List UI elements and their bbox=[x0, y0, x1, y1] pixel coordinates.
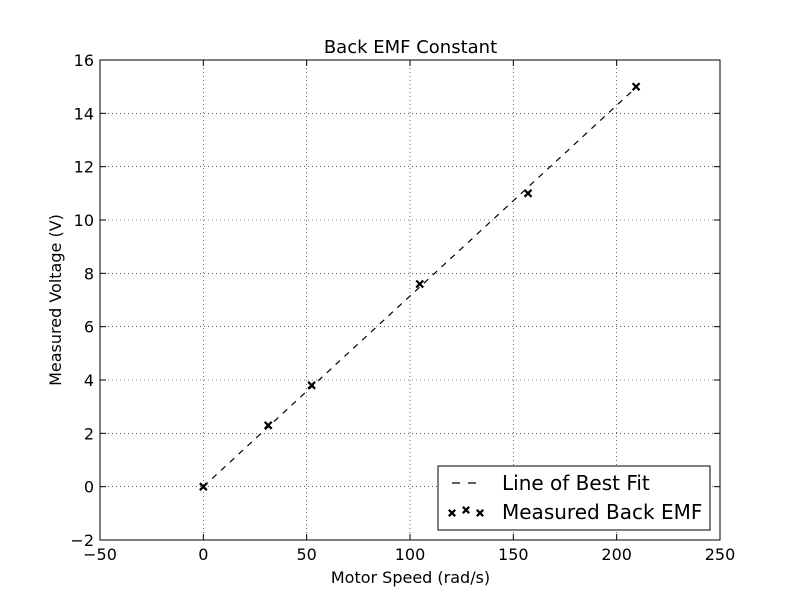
marker-stroke bbox=[462, 506, 470, 514]
x-tick-label: 0 bbox=[198, 545, 208, 564]
y-tick-label: −2 bbox=[70, 531, 94, 550]
legend-entry: Measured Back EMF bbox=[448, 500, 702, 524]
y-tick-label: 0 bbox=[84, 478, 94, 497]
legend-box bbox=[437, 465, 711, 531]
data-point bbox=[415, 279, 424, 289]
plot-area bbox=[199, 82, 641, 491]
y-tick-label: 8 bbox=[84, 264, 94, 283]
marker-stroke bbox=[263, 421, 273, 430]
data-point bbox=[631, 82, 641, 91]
marker-stroke bbox=[307, 381, 316, 390]
legend: Line of Best Fit Measured Back EMF bbox=[437, 465, 711, 531]
data-point bbox=[523, 189, 533, 198]
x-tick-label: 100 bbox=[395, 545, 426, 564]
legend-label: Line of Best Fit bbox=[502, 471, 650, 495]
y-tick-label: 14 bbox=[74, 104, 94, 123]
legend-label: Measured Back EMF bbox=[502, 500, 702, 524]
x-tick-label: 200 bbox=[601, 545, 632, 564]
chart-title: Back EMF Constant bbox=[324, 37, 497, 58]
marker-stroke bbox=[415, 279, 424, 289]
x-tick-label: 150 bbox=[498, 545, 529, 564]
legend-marker bbox=[448, 509, 456, 517]
data-point bbox=[263, 421, 273, 430]
data-point bbox=[199, 482, 208, 491]
marker-stroke bbox=[631, 82, 641, 91]
y-tick-label: 4 bbox=[84, 371, 94, 390]
legend-marker bbox=[476, 509, 484, 517]
y-tick-label: 16 bbox=[74, 51, 94, 70]
y-tick-label: 12 bbox=[74, 158, 94, 177]
x-tick-label: −50 bbox=[83, 545, 117, 564]
y-tick-label: 2 bbox=[84, 424, 94, 443]
legend-marker-swatch bbox=[448, 506, 484, 517]
marker-stroke bbox=[448, 509, 456, 517]
marker-stroke bbox=[476, 509, 484, 517]
x-tick-label: 250 bbox=[705, 545, 736, 564]
best-fit-line bbox=[202, 87, 637, 488]
y-axis-label: Measured Voltage (V) bbox=[46, 214, 65, 386]
x-tick-label: 50 bbox=[296, 545, 316, 564]
axes: −50 0 50 100 150 200 250 −2 0 2 4 6 8 10 12 14 16 bbox=[70, 51, 735, 564]
y-tick-label: 6 bbox=[84, 318, 94, 337]
marker-stroke bbox=[199, 482, 208, 491]
y-tick-label: 10 bbox=[74, 211, 94, 230]
legend-marker bbox=[462, 506, 470, 514]
legend-entry: Line of Best Fit bbox=[452, 471, 650, 495]
marker-stroke bbox=[523, 189, 533, 198]
x-axis-label: Motor Speed (rad/s) bbox=[331, 568, 490, 587]
data-point bbox=[307, 381, 316, 390]
